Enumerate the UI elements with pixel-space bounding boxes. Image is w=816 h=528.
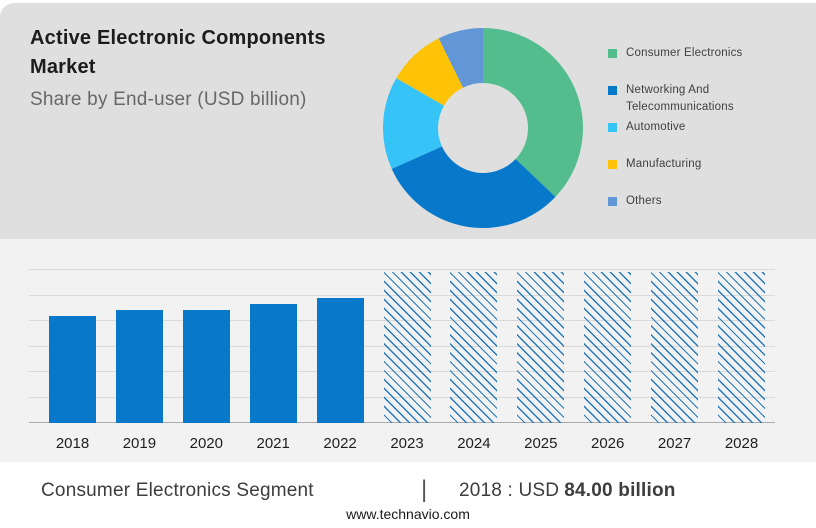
- legend-swatch-icon: [608, 159, 617, 169]
- x-tick-label-2025: 2025: [524, 435, 558, 452]
- legend-swatch-icon: [608, 85, 617, 95]
- header-panel: Active Electronic Components Market Shar…: [0, 3, 816, 239]
- legend-swatch-icon: [608, 48, 617, 58]
- bar-chart-panel: 2018 2019 2020 2021 2022 2023 2024 2025 2026 2027…: [0, 239, 816, 462]
- x-tick-label-2022: 2022: [323, 435, 357, 452]
- page-subtitle: Share by End-user (USD billion): [30, 89, 307, 110]
- x-tick-label-2024: 2024: [457, 435, 491, 452]
- donut-chart: [383, 28, 583, 228]
- legend-swatch-icon: [608, 122, 617, 132]
- donut-slice-3: [396, 38, 464, 106]
- stat-prefix: 2018 : USD: [459, 480, 560, 501]
- x-tick-label-2018: 2018: [55, 435, 90, 452]
- bar-2019: [115, 310, 163, 423]
- legend-label: Manufacturing: [626, 157, 702, 170]
- bar-2018: [49, 315, 96, 423]
- bar-2021: [249, 303, 297, 423]
- stat-value: 84.00 billion: [564, 480, 676, 501]
- website-url: www.technavio.com: [346, 506, 470, 522]
- gridline: [29, 269, 775, 270]
- footer: Consumer Electronics Segment | 2018 : US…: [0, 462, 816, 528]
- separator: |: [421, 476, 428, 503]
- stat-2018: 2018 : USD 84.00 billion: [459, 480, 676, 502]
- segment-label: Consumer Electronics Segment: [41, 480, 314, 501]
- legend-label: Networking And Telecommunications: [626, 83, 734, 113]
- x-tick-label-2021: 2021: [256, 435, 290, 452]
- forecast-bar-2025: [517, 272, 565, 423]
- bar-x-labels: 2018 2019 2020 2021 2022 2023 2024 2025 2026 2027…: [0, 435, 816, 455]
- x-tick-label-2019: 2019: [122, 435, 157, 452]
- donut-slice-1: [391, 146, 556, 228]
- legend-label: Others: [626, 194, 662, 207]
- forecast-bar-2024: [450, 272, 498, 423]
- donut-slice-2: [383, 78, 444, 169]
- legend-label: Automotive: [626, 120, 686, 133]
- bar-2022: [316, 298, 364, 423]
- forecast-bar-2027: [651, 272, 699, 423]
- forecast-bar-2026: [584, 272, 632, 423]
- bar-2020: [182, 310, 230, 423]
- x-tick-label-2023: 2023: [390, 435, 424, 452]
- bar-plot: [29, 269, 775, 423]
- donut-slice-0: [483, 28, 583, 197]
- x-tick-label-2027: 2027: [657, 435, 692, 452]
- x-tick-label-2020: 2020: [189, 435, 223, 452]
- forecast-bar-2023: [383, 272, 431, 423]
- forecast-bar-2028: [718, 272, 765, 423]
- x-tick-label-2028: 2028: [724, 435, 759, 452]
- legend-label: Consumer Electronics: [626, 46, 743, 59]
- donut-slice-4: [438, 28, 483, 88]
- x-tick-label-2026: 2026: [591, 435, 625, 452]
- legend-swatch-icon: [608, 196, 617, 206]
- page-title: Active Electronic Components Market: [30, 27, 326, 78]
